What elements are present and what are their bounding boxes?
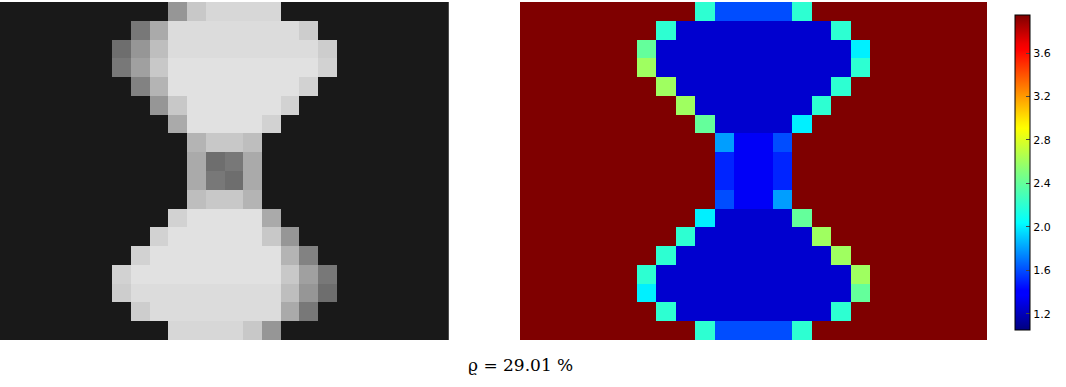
svg-text:2.0: 2.0 <box>1033 221 1051 234</box>
svg-text:2.4: 2.4 <box>1033 177 1051 190</box>
svg-text:ϱ = 29.01 %: ϱ = 29.01 % <box>468 355 573 375</box>
svg-text:3.2: 3.2 <box>1033 90 1051 103</box>
svg-text:1.6: 1.6 <box>1033 264 1051 277</box>
svg-text:2.8: 2.8 <box>1033 134 1051 147</box>
svg-text:1.2: 1.2 <box>1033 308 1051 321</box>
svg-text:3.6: 3.6 <box>1033 47 1051 60</box>
